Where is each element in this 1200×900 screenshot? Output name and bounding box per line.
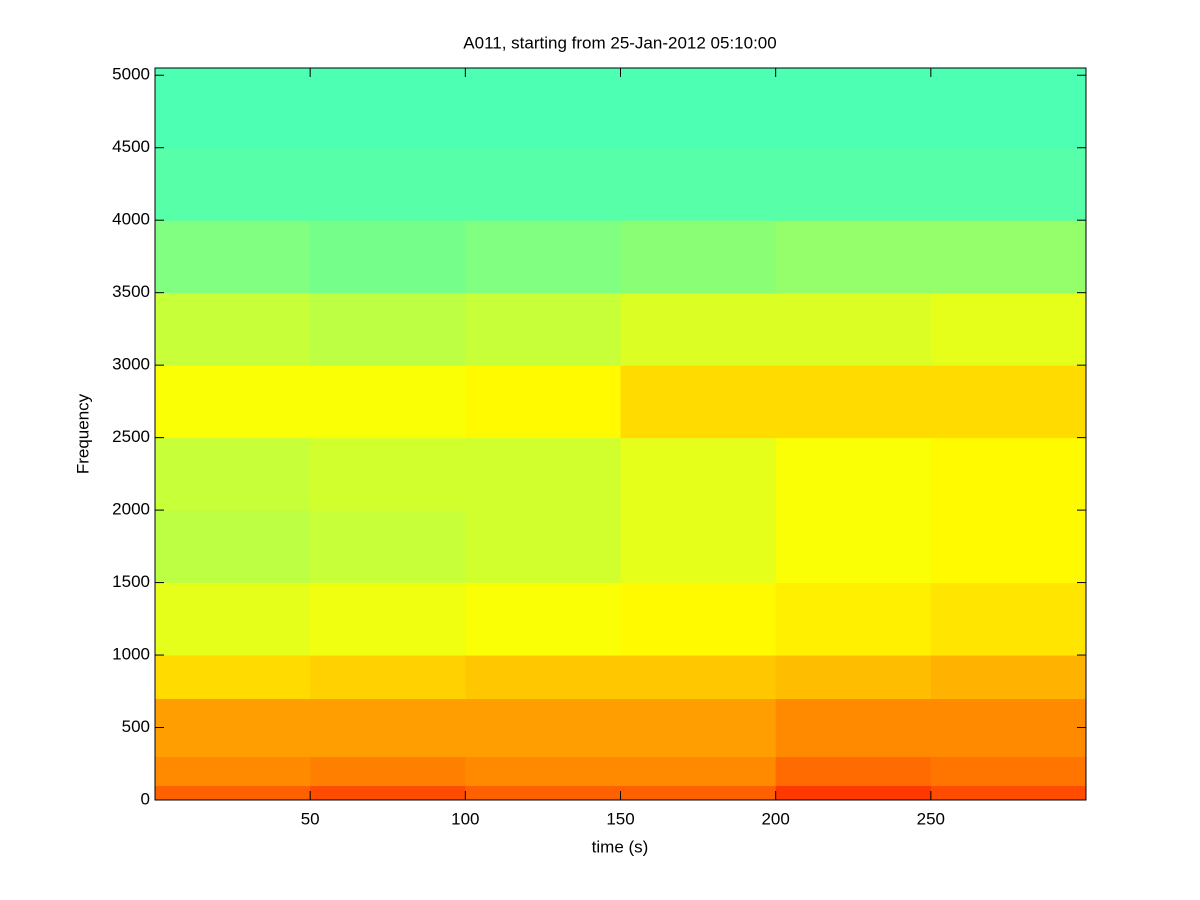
heatmap-cell [620,756,777,787]
heatmap-cell [465,437,621,511]
y-tick-label: 2000 [112,500,150,519]
heatmap-cell [620,220,777,294]
heatmap-cell [310,510,466,584]
heatmap-cell [155,147,311,221]
heatmap-cell [930,365,1087,439]
heatmap-cell [775,68,932,149]
heatmap-cell [930,698,1087,758]
heatmap-cell [775,292,932,366]
heatmap-cell [620,437,777,511]
heatmap-cell [775,698,932,758]
x-tick-label: 250 [917,809,945,828]
heatmap-cell [620,292,777,366]
heatmap-cell [620,655,777,700]
heatmap-cell [155,437,311,511]
heatmap-cell [930,582,1087,656]
heatmap-cell [775,365,932,439]
y-tick-label: 1000 [112,645,150,664]
heatmap-cell [155,365,311,439]
heatmap-cell [310,785,466,801]
heatmap-cell [930,220,1087,294]
heatmap-cell [775,756,932,787]
heatmap-cell [775,785,932,801]
heatmap-cell [155,756,311,787]
y-axis-label: Frequency [73,393,92,474]
heatmap-cell [310,220,466,294]
heatmap-cell [465,655,621,700]
y-tick-label: 2500 [112,427,150,446]
y-tick-label: 500 [122,717,150,736]
heatmap-cell [310,756,466,787]
heatmap-cell [930,68,1087,149]
heatmap-cell [155,655,311,700]
heatmap-cell [465,365,621,439]
heatmap-cell [930,785,1087,801]
heatmap-cell [620,68,777,149]
y-tick-label: 4500 [112,137,150,156]
heatmap-cell [930,655,1087,700]
y-tick-label: 0 [141,789,150,808]
heatmap-cell [155,292,311,366]
heatmap-cell [310,437,466,511]
heatmap-cell [310,582,466,656]
heatmap-cell [310,147,466,221]
x-axis-label: time (s) [592,837,649,856]
x-tick-label: 150 [606,809,634,828]
heatmap-cell [155,220,311,294]
x-tick-label: 100 [451,809,479,828]
heatmap-cell [775,582,932,656]
heatmap-cell [465,292,621,366]
heatmap-cell [465,698,621,758]
heatmap-cell [775,655,932,700]
heatmap-cell [930,756,1087,787]
heatmap-cell [465,220,621,294]
heatmap-cell [310,698,466,758]
heatmap-cell [465,785,621,801]
y-tick-label: 3000 [112,355,150,374]
heatmap-cell [620,698,777,758]
heatmap-cell [155,698,311,758]
y-tick-label: 4000 [112,210,150,229]
heatmap-cell [155,68,311,149]
heatmap-cell [310,365,466,439]
heatmap-cell [930,147,1087,221]
y-tick-label: 5000 [112,65,150,84]
y-tick-label: 3500 [112,282,150,301]
x-tick-label: 50 [301,809,320,828]
heatmap-cell [310,292,466,366]
heatmap-cell [155,582,311,656]
y-tick-label: 1500 [112,572,150,591]
heatmap-cell [930,510,1087,584]
heatmap-cell [930,437,1087,511]
heatmap-cell [620,365,777,439]
heatmap-cell [465,582,621,656]
x-tick-label: 200 [761,809,789,828]
heatmap-cell [465,756,621,787]
heatmap-cell [155,785,311,801]
heatmap-cell [775,510,932,584]
heatmap-cell [620,582,777,656]
heatmap-cell [620,785,777,801]
chart-title: A011, starting from 25-Jan-2012 05:10:00 [463,33,776,52]
heatmap-cell [465,68,621,149]
heatmap-cell [775,147,932,221]
heatmap-cell [775,437,932,511]
heatmap-cell [465,147,621,221]
heatmap-cell [155,510,311,584]
heatmap-cell [775,220,932,294]
heatmap-cell [310,68,466,149]
heatmap-cell [620,147,777,221]
heatmap-cell [310,655,466,700]
heatmap-cell [620,510,777,584]
heatmap-cell [465,510,621,584]
heatmap-cell [930,292,1087,366]
